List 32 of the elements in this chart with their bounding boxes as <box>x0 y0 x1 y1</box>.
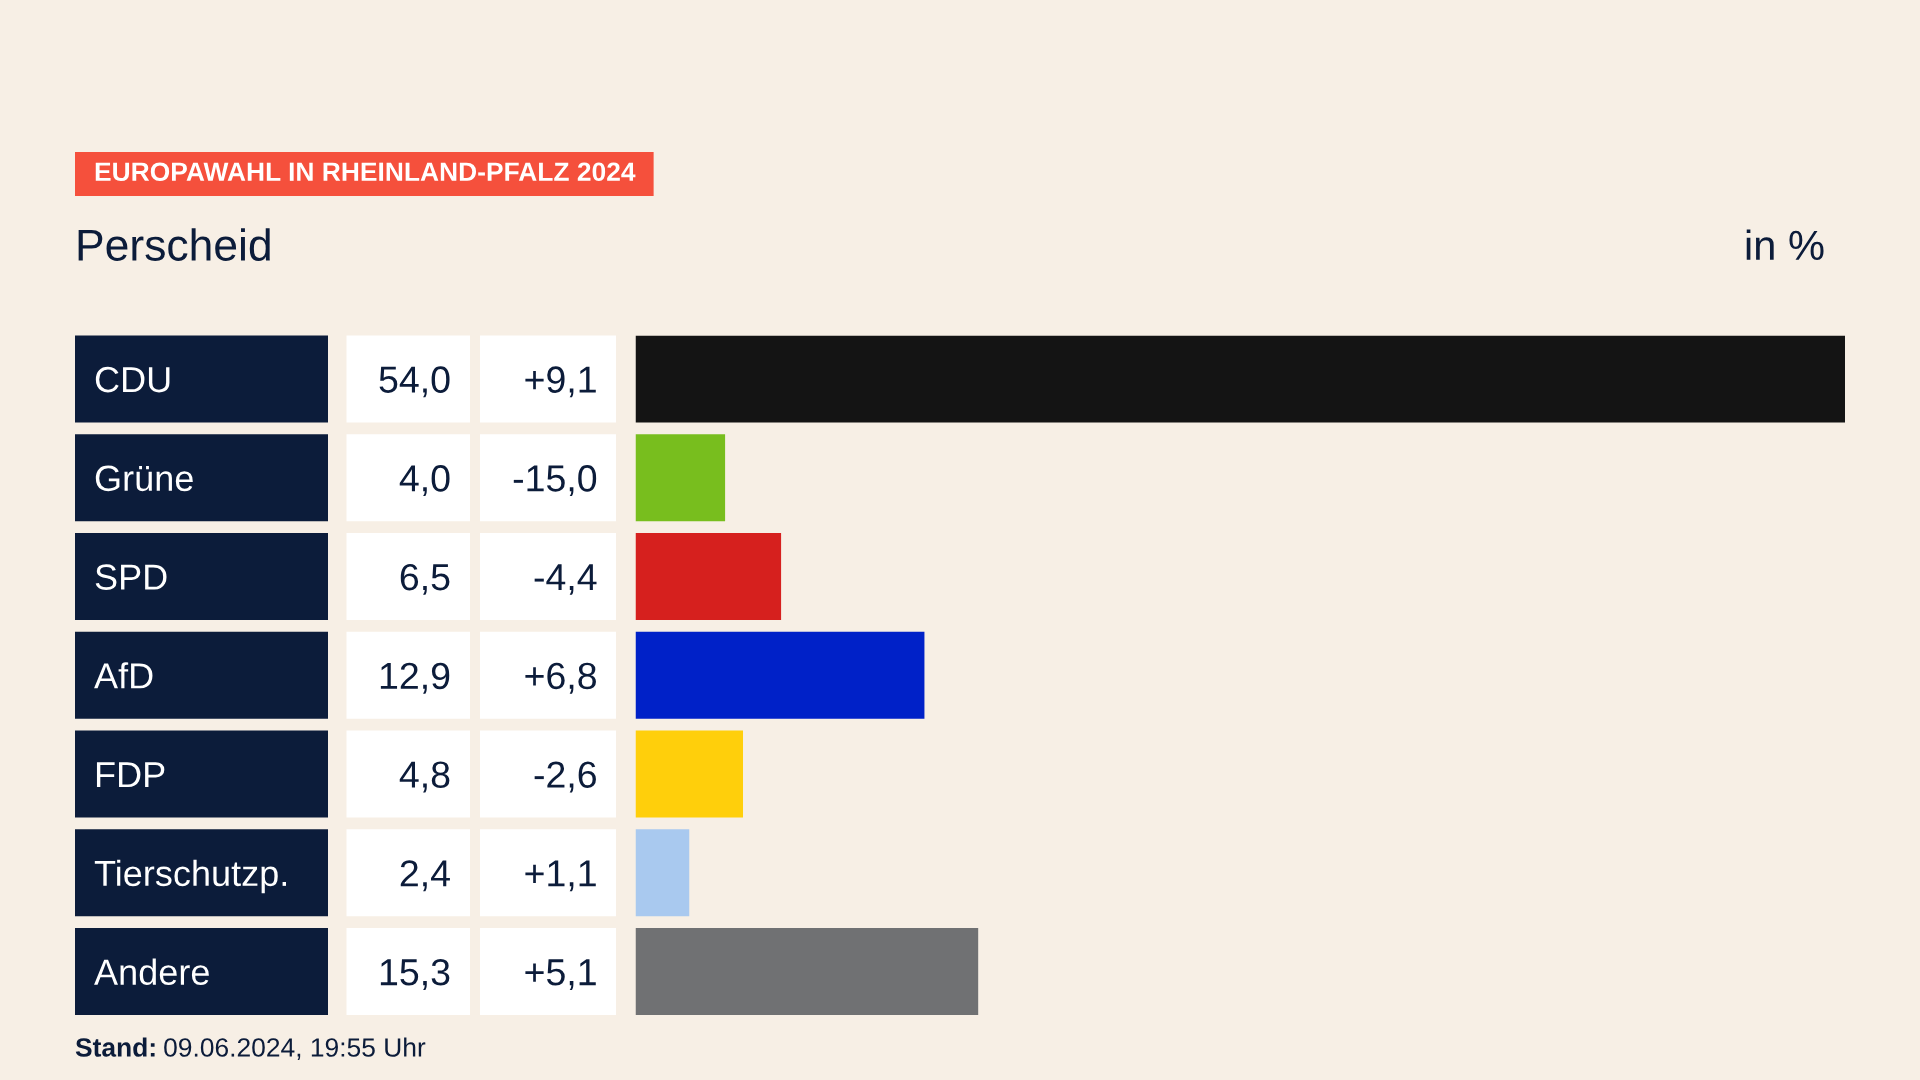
y-tick-label: Grüne <box>95 465 193 492</box>
data-label: 6,5 <box>400 563 450 595</box>
data-label: 15,3 <box>380 958 450 990</box>
text: -2,6 <box>534 761 596 793</box>
y-tick-label: CDU <box>95 366 170 393</box>
data-label: 4,8 <box>399 761 450 793</box>
y-tick-label: AfD <box>94 662 153 689</box>
text: +6,8 <box>525 662 596 694</box>
text: EUROPAWAHL IN RHEINLAND-PFALZ 2024 <box>95 162 636 182</box>
bar <box>635 533 782 620</box>
text: +1,1 <box>525 860 596 892</box>
text: -15,0 <box>513 465 597 497</box>
y-tick-label: Tierschutzp. <box>94 859 287 894</box>
data-label: 54,0 <box>379 366 450 398</box>
text: Perscheid <box>78 228 270 261</box>
x-axis-title: in % <box>1746 229 1824 261</box>
text: Stand: 09.06.2024, 19:55 Uhr <box>75 1037 426 1060</box>
text: -4,4 <box>534 564 597 595</box>
y-tick-label: SPD <box>95 564 167 590</box>
bar <box>635 631 925 719</box>
data-label: 4,0 <box>399 465 450 497</box>
y-tick-label: Andere <box>94 958 209 985</box>
bar <box>635 335 1845 423</box>
bar <box>635 730 744 818</box>
y-tick-label: FDP <box>96 762 165 788</box>
bar <box>635 434 726 522</box>
data-label: 12,9 <box>380 662 450 694</box>
text: +9,1 <box>525 366 596 398</box>
text: +5,1 <box>525 959 596 990</box>
bar <box>635 829 690 917</box>
bar <box>635 928 979 1015</box>
data-label: 2,4 <box>400 860 450 892</box>
